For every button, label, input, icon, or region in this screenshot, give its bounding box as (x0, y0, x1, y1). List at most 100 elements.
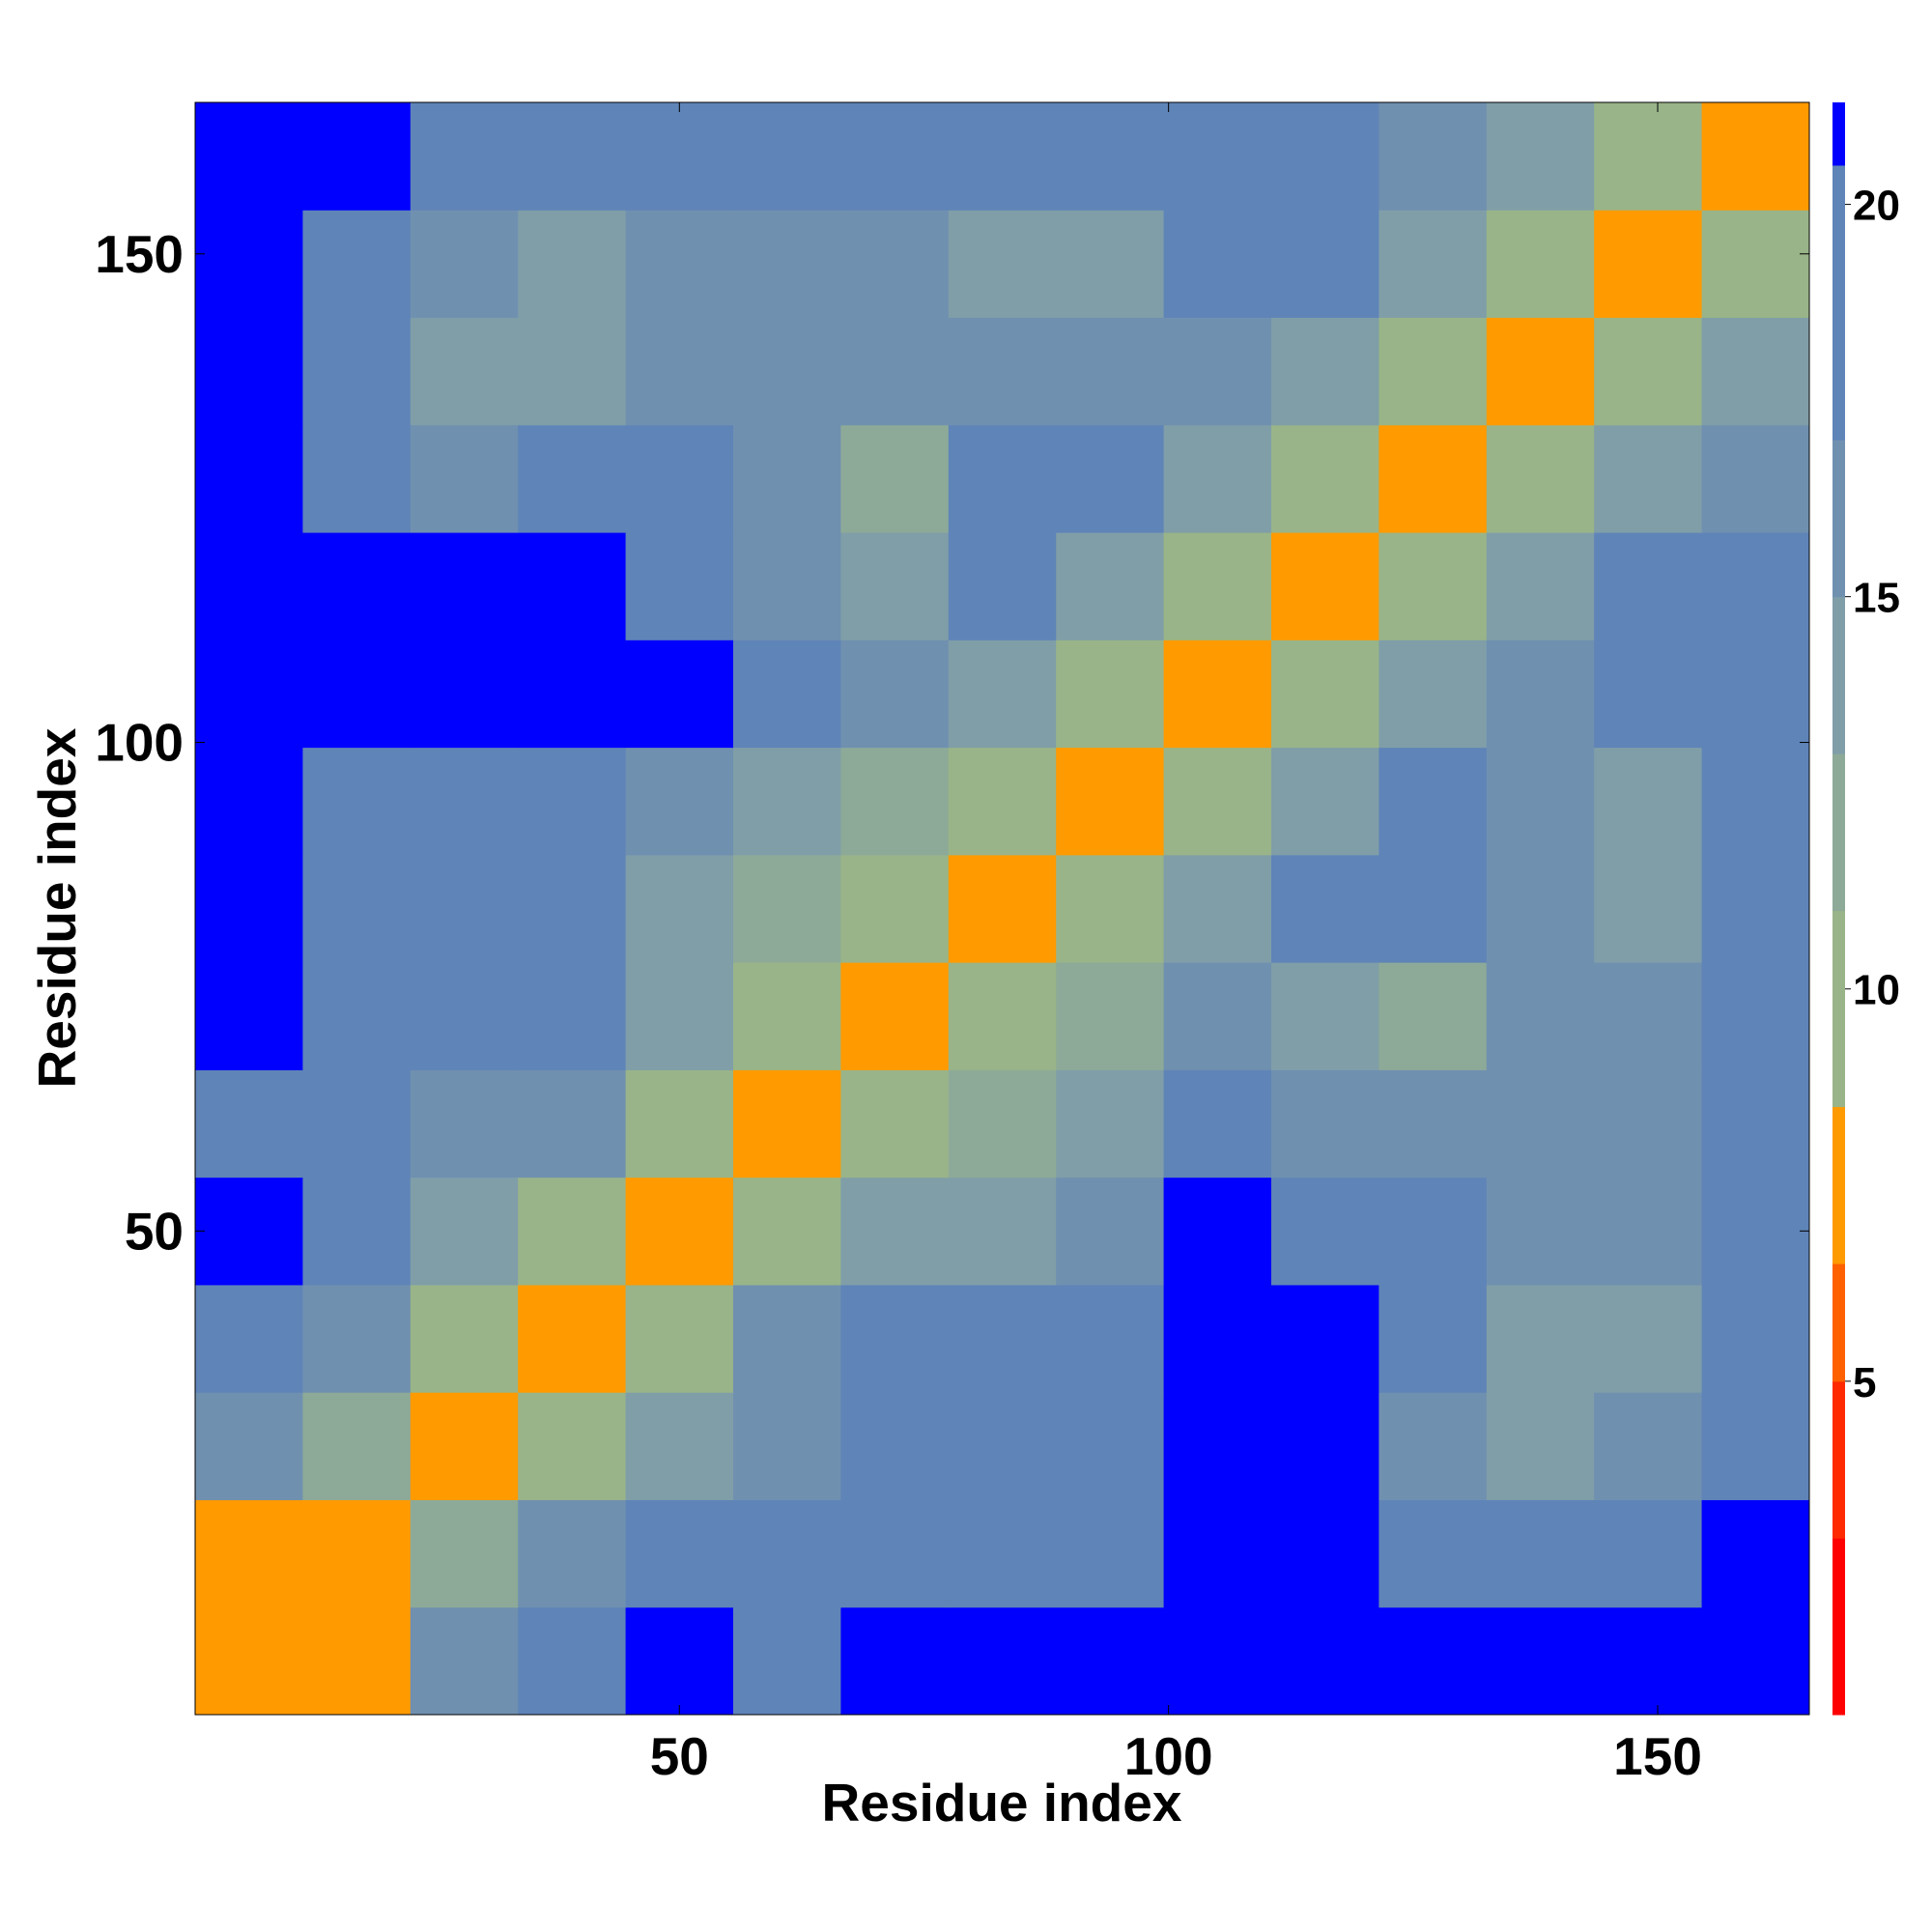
colorbar-segment (1833, 753, 1845, 912)
heatmap-cell (625, 102, 734, 211)
heatmap-cell (840, 639, 950, 749)
heatmap-cell (195, 854, 303, 963)
y-tick-label: 150 (95, 224, 184, 284)
heatmap-cell (840, 962, 950, 1070)
colorbar-segment (1833, 1106, 1845, 1264)
heatmap-cell (302, 1069, 412, 1179)
heatmap-cell (1594, 1177, 1703, 1286)
heatmap-cell (1271, 1606, 1379, 1716)
heatmap-cell (1486, 962, 1595, 1070)
heatmap-cell (1378, 1069, 1488, 1179)
heatmap-cell (1056, 1177, 1165, 1286)
heatmap-cell (410, 532, 519, 640)
heatmap-cell (195, 210, 303, 319)
heatmap-cell (1486, 1499, 1595, 1608)
heatmap-cell (1594, 747, 1703, 856)
heatmap-cell (1486, 210, 1595, 319)
heatmap-cell (840, 1606, 950, 1716)
heatmap-cell (1378, 210, 1488, 319)
heatmap-cell (195, 1606, 303, 1716)
heatmap-cell (1701, 532, 1810, 640)
heatmap-cell (1486, 854, 1595, 963)
heatmap-cell (1486, 639, 1595, 749)
heatmap-cell (840, 1392, 950, 1500)
heatmap-cell (733, 532, 841, 640)
heatmap-cell (302, 962, 412, 1070)
heatmap-cell (1594, 1499, 1703, 1608)
heatmap-cell (302, 1499, 412, 1608)
colorbar-segment (1833, 1380, 1845, 1539)
heatmap-cell (1378, 1606, 1488, 1716)
heatmap-cell (1486, 1392, 1595, 1500)
heatmap-cell (1163, 532, 1272, 640)
heatmap-cell (840, 854, 950, 963)
heatmap-cell (1163, 639, 1272, 749)
heatmap-cell (1056, 1606, 1165, 1716)
heatmap-cell (410, 962, 519, 1070)
heatmap-cell (302, 102, 412, 211)
heatmap-cell (302, 1392, 412, 1500)
colorbar-tick-label: 5 (1853, 1359, 1876, 1406)
heatmap-cell (840, 1069, 950, 1179)
heatmap-cell (1594, 639, 1703, 749)
colorbar-segment (1833, 596, 1845, 754)
heatmap-cell (733, 424, 841, 533)
heatmap-cell (195, 639, 303, 749)
heatmap-cell (1056, 532, 1165, 640)
heatmap-cell (410, 854, 519, 963)
heatmap-cell (733, 102, 841, 211)
heatmap-cell (1271, 854, 1379, 963)
heatmap-cell (195, 424, 303, 533)
heatmap-cell (410, 1284, 519, 1393)
heatmap-cell (518, 854, 627, 963)
colorbar-segment (1833, 1538, 1845, 1716)
heatmap-cell (518, 102, 627, 211)
heatmap-cell (1378, 1392, 1488, 1500)
colorbar-segment (1833, 440, 1845, 598)
heatmap-cell (1701, 1392, 1810, 1500)
heatmap-cell (840, 210, 950, 319)
heatmap-cell (1271, 102, 1379, 211)
heatmap-cell (1378, 424, 1488, 533)
heatmap-cell (1271, 1284, 1379, 1393)
heatmap-cell (302, 1284, 412, 1393)
heatmap-cell (625, 854, 734, 963)
heatmap-cell (410, 210, 519, 319)
heatmap-cell (840, 747, 950, 856)
heatmap-cell (1378, 1177, 1488, 1286)
heatmap-cell (1056, 1284, 1165, 1393)
heatmap-cell (733, 210, 841, 319)
colorbar-tick-label: 10 (1853, 967, 1900, 1014)
heatmap-cell (410, 317, 519, 426)
heatmap-cell (1701, 1284, 1810, 1393)
heatmap-cell (302, 532, 412, 640)
heatmap-cell (518, 1606, 627, 1716)
heatmap-cell (518, 962, 627, 1070)
colorbar-segment (1833, 164, 1845, 440)
heatmap-cell (1701, 1069, 1810, 1179)
heatmap-cell (1701, 210, 1810, 319)
heatmap-cell (948, 854, 1057, 963)
heatmap-cell (1594, 210, 1703, 319)
heatmap-cell (1594, 1392, 1703, 1500)
heatmap-cell (1056, 317, 1165, 426)
heatmap-cell (195, 102, 303, 211)
heatmap-cell (1594, 854, 1703, 963)
heatmap-cell (1271, 962, 1379, 1070)
heatmap-cell (733, 639, 841, 749)
heatmap-cell (733, 1284, 841, 1393)
heatmap-cell (410, 424, 519, 533)
heatmap-cell (518, 747, 627, 856)
colorbar-tick-label: 15 (1853, 575, 1900, 622)
heatmap-cell (1701, 1499, 1810, 1608)
heatmap-cell (625, 1069, 734, 1179)
heatmap-cell (1163, 1499, 1272, 1608)
heatmap-cell (195, 317, 303, 426)
heatmap-cell (1163, 1069, 1272, 1179)
heatmap-cell (1486, 747, 1595, 856)
heatmap-cell (733, 747, 841, 856)
y-axis-label: Residue index (27, 727, 87, 1088)
heatmap-cell (1378, 854, 1488, 963)
heatmap-cell (410, 102, 519, 211)
heatmap-cell (1378, 639, 1488, 749)
